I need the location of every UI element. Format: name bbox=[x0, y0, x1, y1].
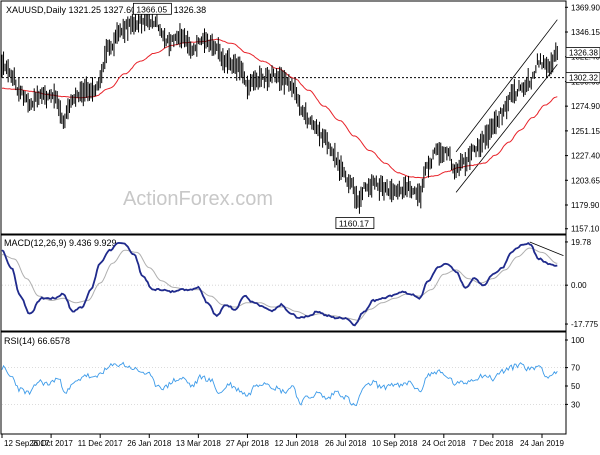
price-y-tick-label: 1369.90 bbox=[571, 3, 600, 12]
x-tick-label: 26 Oct 2017 bbox=[29, 439, 73, 448]
rsi-label: RSI(14) 66.6578 bbox=[4, 336, 70, 346]
price-y-tick-label: 1227.40 bbox=[571, 152, 600, 161]
macd-label: MACD(12,26,9) 9.436 9.929 bbox=[4, 238, 117, 248]
macd-signal-line bbox=[1, 247, 558, 321]
price-y-tick-label: 1203.65 bbox=[571, 176, 600, 185]
x-tick-label: 12 Sep 2017 bbox=[4, 439, 50, 448]
current-price-box bbox=[565, 47, 600, 58]
price-y-tick-label: 1274.90 bbox=[571, 102, 600, 111]
channel-upper-line bbox=[455, 19, 558, 153]
price-panel-frame bbox=[0, 0, 567, 235]
series-layer bbox=[1, 6, 565, 407]
x-tick-label: 27 Apr 2018 bbox=[226, 439, 270, 448]
price-bars bbox=[1, 6, 558, 214]
rsi-y-tick-label: 30 bbox=[571, 400, 580, 409]
current-price-label: 1326.38 bbox=[569, 49, 598, 58]
x-tick-label: 26 Jul 2018 bbox=[325, 439, 367, 448]
rsi-line bbox=[1, 361, 558, 407]
macd-y-tick-label: 0.00 bbox=[571, 281, 587, 290]
x-tick-label: 12 Jun 2018 bbox=[275, 439, 320, 448]
rsi-y-tick-label: 50 bbox=[571, 382, 580, 391]
grid-layer bbox=[2, 284, 565, 405]
macd-panel-frame bbox=[0, 234, 567, 332]
price-y-tick-label: 1157.10 bbox=[571, 225, 600, 234]
watermark: ActionForex.com bbox=[123, 188, 273, 210]
annotation-label: 1160.17 bbox=[339, 219, 369, 229]
x-tick-label: 7 Dec 2018 bbox=[472, 439, 513, 448]
level-label-box bbox=[565, 72, 600, 84]
rsi-y-tick-label: 100 bbox=[571, 336, 585, 345]
price-y-tick-label: 1251.15 bbox=[571, 127, 600, 136]
moving-average-line bbox=[1, 38, 558, 179]
macd-line bbox=[1, 241, 558, 327]
annotation-label: 1366.05 bbox=[136, 4, 167, 14]
rsi-y-tick-label: 70 bbox=[571, 364, 580, 373]
annotation-box bbox=[133, 2, 172, 15]
x-tick-label: 10 Sep 2018 bbox=[372, 439, 418, 448]
macd-y-tick-label: 19.78 bbox=[571, 238, 592, 247]
price-y-tick-label: 1179.90 bbox=[571, 201, 600, 210]
price-y-tick-label: 1346.15 bbox=[571, 28, 600, 37]
x-tick-label: 13 Mar 2018 bbox=[176, 439, 221, 448]
macd-trendline bbox=[529, 241, 564, 257]
level-label: 1302.32 bbox=[569, 74, 598, 83]
x-tick-label: 26 Jan 2018 bbox=[127, 439, 172, 448]
annotation-box bbox=[335, 217, 375, 229]
channel-lower-line bbox=[455, 64, 558, 193]
macd-y-tick-label: -17.775 bbox=[571, 320, 599, 329]
x-tick-label: 11 Dec 2017 bbox=[78, 439, 123, 448]
x-tick-label: 24 Jan 2019 bbox=[520, 439, 565, 448]
symbol-header: XAUUSD,Daily 1321.25 1327.60 1320.62 132… bbox=[6, 5, 206, 15]
axes-layer: 1369.901346.151322.401298.651274.901251.… bbox=[1, 2, 600, 448]
x-tick-label: 24 Oct 2018 bbox=[422, 439, 466, 448]
rsi-panel-frame bbox=[0, 331, 567, 435]
